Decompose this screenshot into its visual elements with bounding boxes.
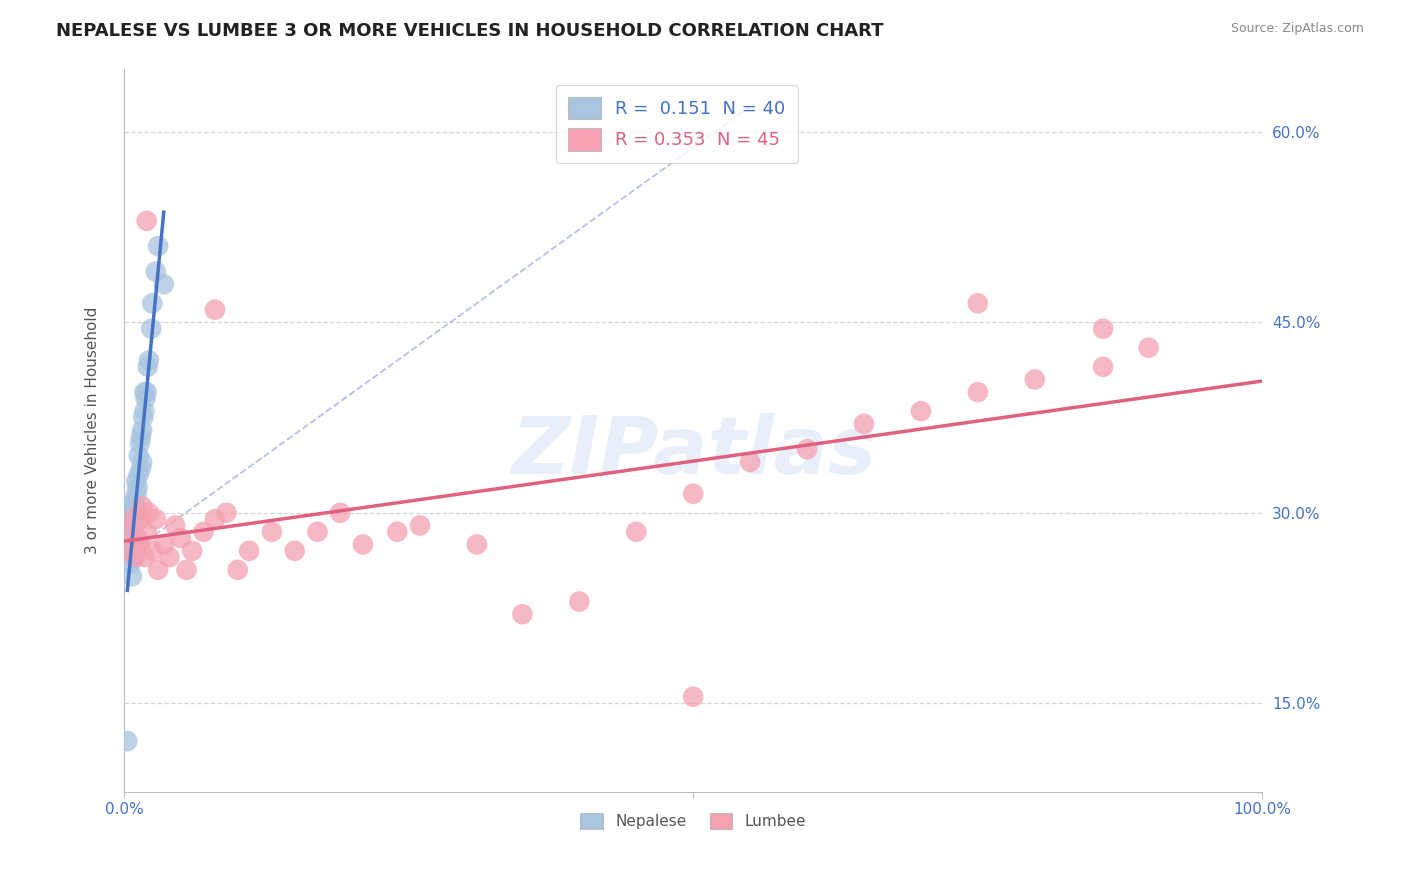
Point [796, 442, 818, 457]
Point [118, 544, 141, 558]
Point [122, 550, 145, 565]
Text: NEPALESE VS LUMBEE 3 OR MORE VEHICLES IN HOUSEHOLD CORRELATION CHART: NEPALESE VS LUMBEE 3 OR MORE VEHICLES IN… [56, 22, 884, 40]
Point [124, 550, 146, 565]
Point [226, 563, 249, 577]
Point [215, 506, 238, 520]
Point [135, 524, 157, 539]
Point [127, 531, 149, 545]
Point [121, 537, 143, 551]
Point [176, 563, 198, 577]
Point [1092, 322, 1115, 336]
Point [131, 500, 153, 514]
Point [141, 544, 163, 558]
Point [138, 353, 160, 368]
Y-axis label: 3 or more Vehicles in Household: 3 or more Vehicles in Household [86, 307, 100, 554]
Point [966, 385, 988, 400]
Point [128, 449, 150, 463]
Point [125, 474, 148, 488]
Point [128, 467, 150, 482]
Point [124, 544, 146, 558]
Point [238, 544, 260, 558]
Point [465, 537, 488, 551]
Point [124, 531, 146, 545]
Text: ZIPatlas: ZIPatlas [510, 413, 876, 491]
Point [129, 512, 152, 526]
Point [117, 734, 139, 748]
Point [122, 524, 145, 539]
Point [122, 512, 145, 526]
Point [117, 524, 139, 539]
Point [124, 500, 146, 514]
Point [128, 436, 150, 450]
Point [127, 506, 149, 520]
Point [329, 506, 352, 520]
Point [385, 524, 408, 539]
Point [352, 537, 374, 551]
Point [165, 518, 187, 533]
Point [910, 404, 932, 418]
Point [626, 524, 648, 539]
Point [124, 512, 146, 526]
Point [204, 302, 226, 317]
Point [134, 385, 156, 400]
Point [141, 322, 163, 336]
Point [134, 404, 156, 418]
Point [181, 544, 204, 558]
Point [129, 461, 152, 475]
Point [512, 607, 534, 622]
Point [170, 531, 193, 545]
Point [740, 455, 762, 469]
Point [204, 512, 226, 526]
Point [117, 512, 139, 526]
Point [120, 557, 142, 571]
Point [121, 544, 143, 558]
Point [128, 537, 150, 551]
Point [135, 385, 157, 400]
Point [135, 392, 157, 406]
Point [1024, 372, 1046, 386]
Point [131, 455, 153, 469]
Point [159, 550, 181, 565]
Point [136, 359, 159, 374]
Point [131, 423, 153, 437]
Point [260, 524, 283, 539]
Point [134, 550, 156, 565]
Point [152, 277, 174, 292]
Point [122, 493, 145, 508]
Point [118, 524, 141, 539]
Point [409, 518, 432, 533]
Point [852, 417, 875, 431]
Point [127, 480, 149, 494]
Legend: Nepalese, Lumbee: Nepalese, Lumbee [574, 806, 813, 835]
Point [125, 486, 148, 500]
Point [193, 524, 215, 539]
Point [152, 537, 174, 551]
Point [129, 429, 152, 443]
Point [135, 214, 157, 228]
Point [118, 500, 141, 514]
Point [284, 544, 307, 558]
Point [138, 506, 160, 520]
Point [568, 594, 591, 608]
Point [682, 690, 704, 704]
Point [132, 410, 155, 425]
Point [307, 524, 329, 539]
Point [1137, 341, 1160, 355]
Point [145, 512, 167, 526]
Point [1092, 359, 1115, 374]
Text: Source: ZipAtlas.com: Source: ZipAtlas.com [1230, 22, 1364, 36]
Point [121, 569, 143, 583]
Point [120, 518, 142, 533]
Point [141, 296, 163, 310]
Point [122, 506, 145, 520]
Point [146, 563, 169, 577]
Point [966, 296, 988, 310]
Point [145, 264, 167, 278]
Point [146, 239, 169, 253]
Point [682, 486, 704, 500]
